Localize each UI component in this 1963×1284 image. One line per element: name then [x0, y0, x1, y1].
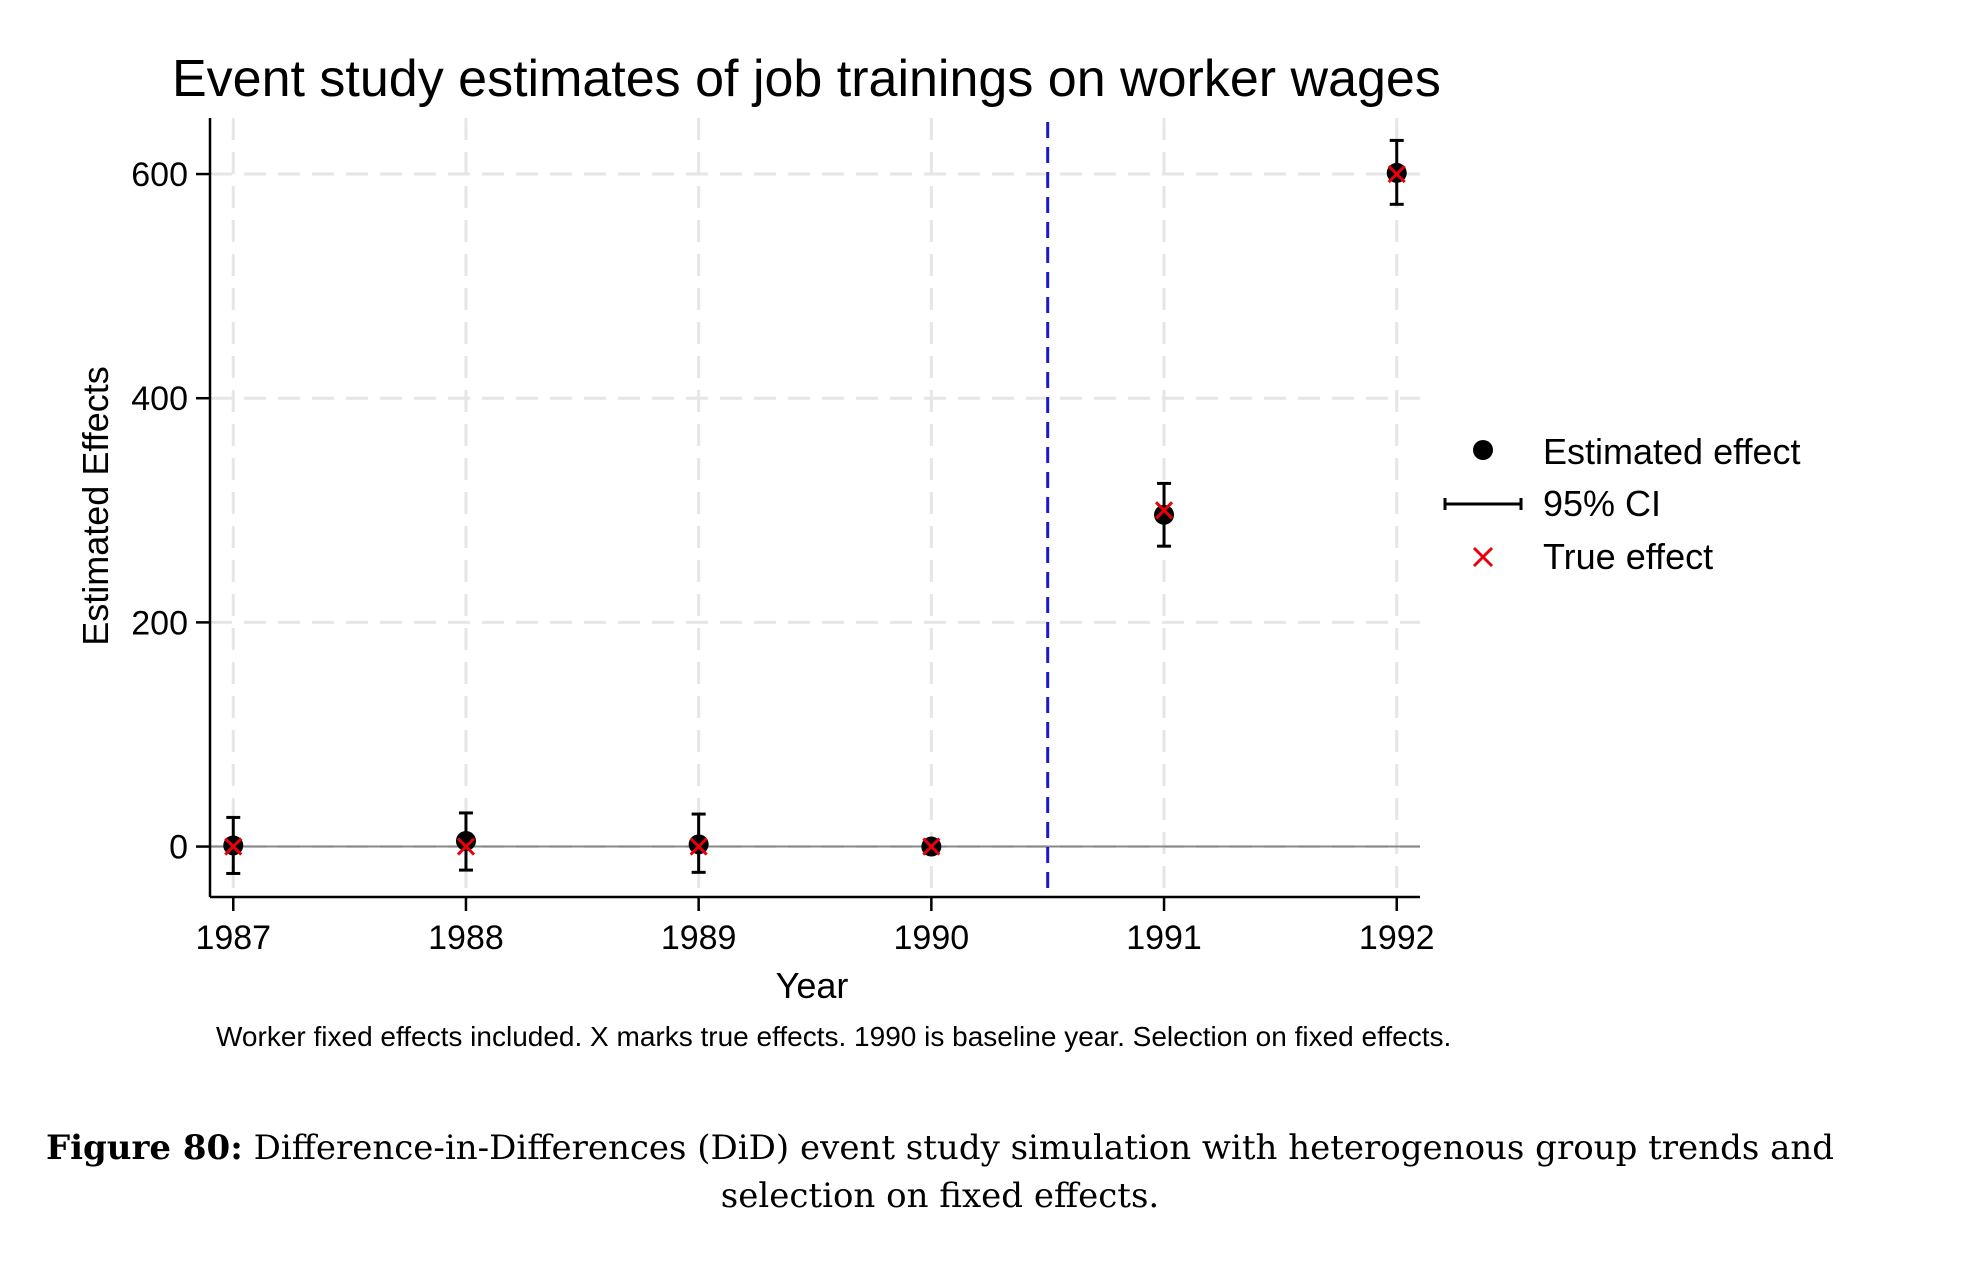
true-effect-stroke: [1387, 164, 1406, 184]
true-effect-marker: [922, 837, 941, 856]
x-tick-label: 1989: [661, 919, 737, 957]
estimated-effect-point: [1154, 504, 1175, 525]
legend-label: True effect: [1543, 536, 1713, 577]
grid-layer: [210, 118, 1420, 897]
x-axis-label: Year: [776, 965, 849, 1006]
x-tick-label: 1991: [1126, 919, 1202, 957]
chart-title: Event study estimates of job trainings o…: [172, 50, 1441, 108]
y-tick-label: 200: [131, 604, 188, 642]
legend-label: Estimated effect: [1543, 431, 1800, 472]
true-effect-marker: [1154, 501, 1174, 520]
true-effect-stroke: [689, 837, 708, 856]
true-effect-stroke: [922, 837, 941, 856]
chart-note: Worker fixed effects included. X marks t…: [216, 1021, 1451, 1052]
true-effect-stroke: [224, 837, 243, 856]
true-effect-marker: [1387, 164, 1406, 184]
estimated-effect-point: [455, 830, 476, 851]
y-tick-label: 600: [131, 156, 188, 194]
event-study-chart: 0 200 400 600 1987 1988 1989 1990 1991 1992 Event…: [75, 50, 1800, 1052]
legend-dot-symbol: [1473, 440, 1493, 460]
true-effect-stroke: [456, 837, 476, 856]
x-tick-label: 1987: [195, 919, 271, 957]
figure-caption-text: Difference-in-Differences (DiD) event st…: [253, 1128, 1835, 1216]
legend: Estimated effect 95% CI True effect: [1443, 431, 1800, 577]
true-effect-marker: [224, 837, 243, 856]
y-tick-label: 0: [169, 829, 188, 867]
figure-caption-label: Figure 80:: [45, 1128, 243, 1168]
axes-layer: 0 200 400 600 1987 1988 1989 1990 1991 1992: [131, 118, 1435, 957]
true-effect-stroke: [1154, 501, 1174, 520]
legend-label: 95% CI: [1543, 483, 1661, 524]
y-tick-label: 400: [131, 380, 188, 418]
figure-caption: Figure 80: Difference-in-Differences (Di…: [0, 1124, 1880, 1220]
estimated-effect-point: [688, 834, 709, 855]
true-effect-marker: [689, 837, 708, 856]
x-tick-label: 1988: [428, 919, 504, 957]
legend-cross-symbol: [1472, 546, 1494, 568]
text-layer: Event study estimates of job trainings o…: [75, 50, 1451, 1052]
x-tick-label: 1992: [1359, 919, 1435, 957]
true-effect-marker: [456, 837, 476, 856]
y-axis-label: Estimated Effects: [75, 366, 116, 645]
x-tick-label: 1990: [894, 919, 970, 957]
marks-layer: [223, 138, 1407, 875]
